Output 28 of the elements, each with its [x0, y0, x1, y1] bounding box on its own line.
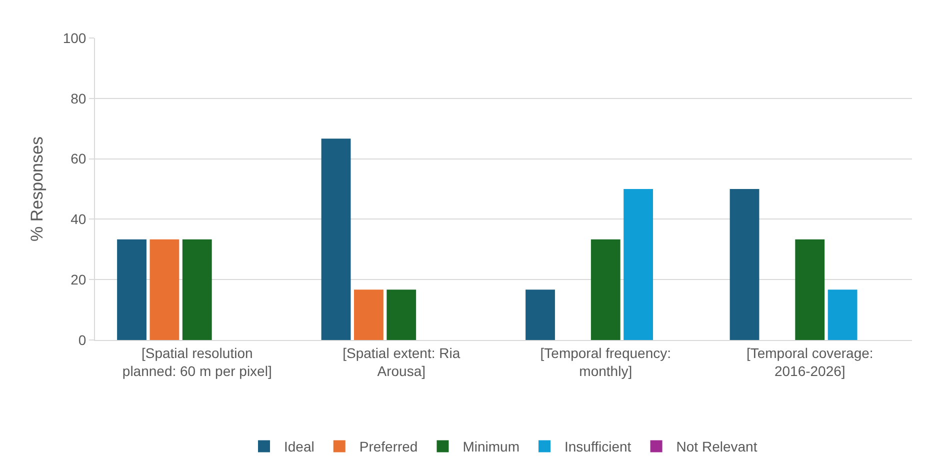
- bar: [354, 290, 384, 340]
- bar: [182, 239, 212, 340]
- bar: [526, 290, 555, 340]
- bar: [386, 290, 416, 340]
- y-tick-label: 40: [70, 211, 86, 228]
- bar: [828, 290, 858, 340]
- bar: [795, 239, 825, 340]
- legend-label: Minimum: [462, 438, 520, 455]
- bar: [590, 239, 620, 340]
- x-tick-label: [Spatial extent: Ria Arousa]: [342, 344, 460, 379]
- bar: [150, 239, 180, 340]
- legend-label: Preferred: [359, 438, 418, 455]
- bar: [730, 189, 760, 340]
- y-tick-label: 0: [78, 332, 86, 348]
- legend-label: Not Relevant: [676, 438, 758, 455]
- legend-label: Insufficient: [564, 438, 632, 455]
- bar: [624, 189, 654, 340]
- legend-label: Ideal: [284, 438, 314, 455]
- y-tick-label: 20: [70, 272, 86, 288]
- x-tick-label: [Temporal frequency: monthly]: [540, 344, 671, 379]
- y-tick-label: 80: [70, 90, 86, 106]
- y-tick-label: 100: [62, 30, 86, 46]
- y-axis-title: % Responses: [27, 136, 46, 242]
- y-tick-label: 60: [70, 150, 86, 167]
- bar: [117, 239, 146, 340]
- x-tick-label: [Temporal coverage: 2016-2026]: [746, 344, 874, 379]
- bar: [321, 138, 351, 340]
- x-tick-label: [Spatial resolution planned: 60 m per pixel]: [122, 344, 272, 379]
